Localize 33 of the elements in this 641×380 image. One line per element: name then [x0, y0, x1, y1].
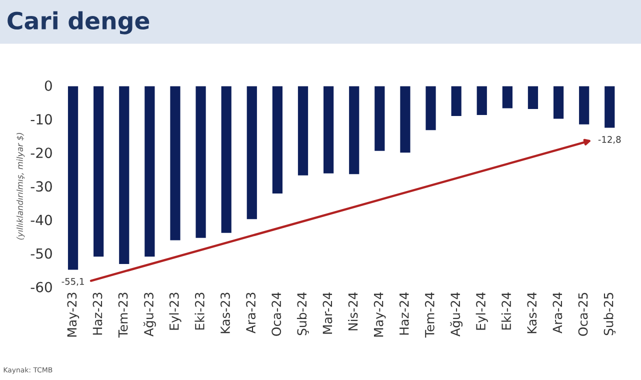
x-tick-label: May-23	[67, 292, 80, 337]
x-tick-label: Kas-24	[527, 292, 537, 334]
x-tick-label: Tem-23	[118, 292, 128, 338]
chart-title: Cari denge	[8, 11, 150, 34]
x-tick-label: Oca-25	[578, 292, 588, 336]
x-tick-label: Ağu-23	[143, 292, 156, 336]
x-tick-label: Mar-24	[322, 292, 332, 334]
annotation: -12,8	[598, 136, 621, 144]
x-tick-label: Kas-23	[220, 292, 230, 334]
x-tick-label: Ağu-24	[450, 292, 463, 336]
x-tick-label: Ara-23	[246, 292, 256, 334]
x-tick-label: Eyl-24	[476, 292, 488, 330]
x-tick-label: Eyl-23	[169, 292, 182, 330]
x-tick-label: May-24	[374, 292, 386, 337]
y-tick-label: -40	[30, 214, 52, 226]
y-tick-label: -60	[30, 282, 52, 292]
x-tick-label: Oca-24	[272, 292, 282, 336]
x-tick-label: Nis-24	[348, 292, 358, 330]
x-tick-label: Haz-23	[92, 292, 102, 335]
y-tick-label: -20	[30, 148, 52, 158]
y-tick-label: -30	[30, 181, 52, 192]
y-tick-label: -50	[30, 248, 52, 259]
y-tick-label: -10	[30, 114, 52, 125]
x-tick-label: Şub-24	[296, 292, 309, 336]
x-tick-label: Şub-25	[604, 292, 616, 336]
x-tick-label: Eki-24	[501, 292, 511, 330]
y-tick-label: 0	[44, 80, 52, 91]
x-tick-label: Tem-24	[424, 292, 434, 338]
x-tick-label: Ara-24	[552, 292, 562, 334]
annotation: -55,1	[62, 278, 84, 286]
x-tick-label: Haz-24	[399, 292, 409, 335]
y-axis-title: (yıllıklandırılmış, milyar $)	[16, 132, 25, 240]
x-tick-label: Eki-23	[194, 292, 204, 330]
